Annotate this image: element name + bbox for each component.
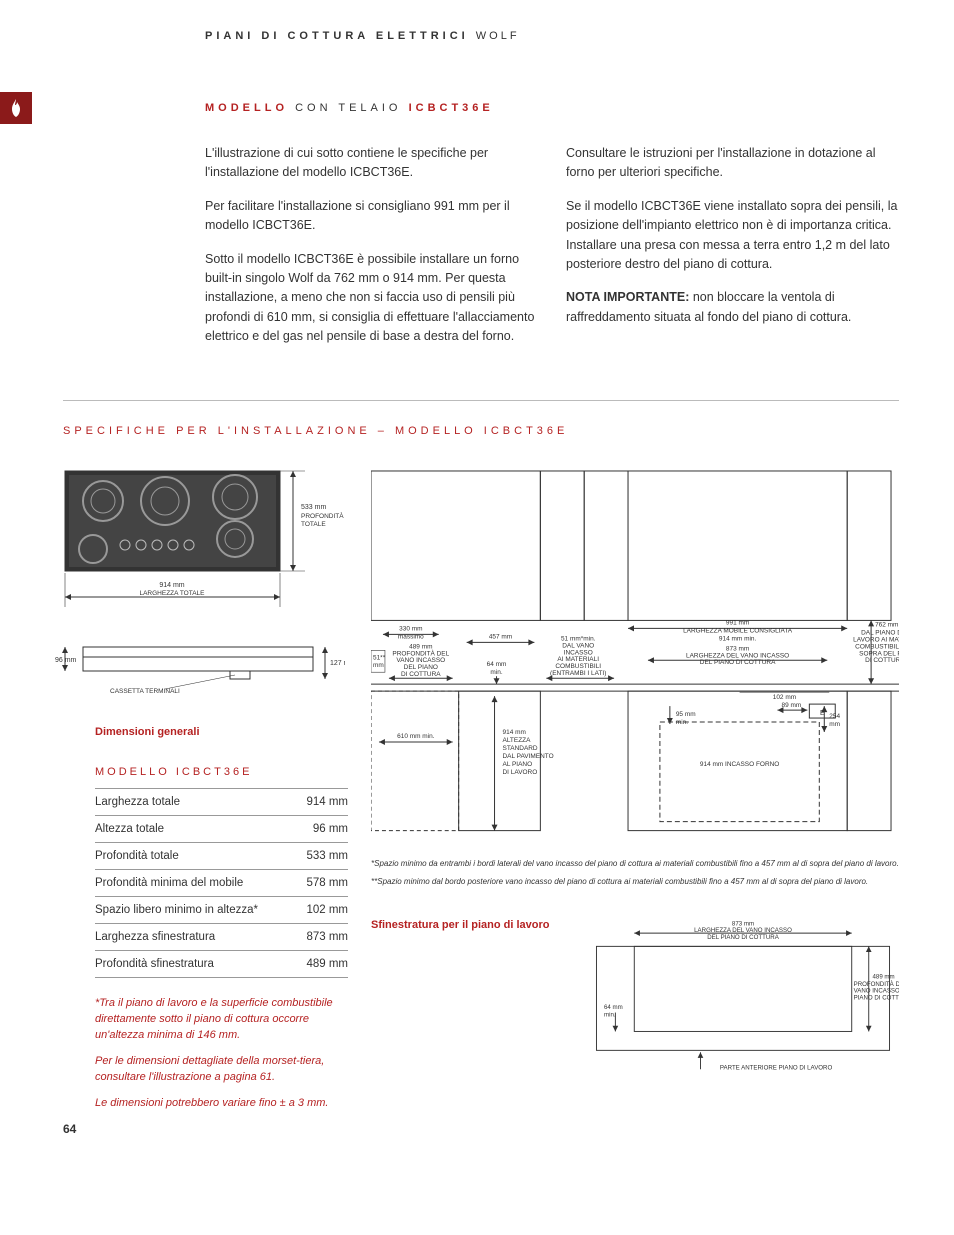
svg-text:762 mm: 762 mm bbox=[875, 622, 898, 629]
svg-text:LARGHEZZA MOBILE CONSIGLIATA: LARGHEZZA MOBILE CONSIGLIATA bbox=[683, 628, 793, 635]
svg-text:873 mm: 873 mm bbox=[726, 646, 749, 653]
table-row: Profondità sfinestratura489 mm bbox=[95, 951, 348, 978]
svg-text:991 mm: 991 mm bbox=[726, 620, 749, 627]
svg-text:PARTE ANTERIORE PIANO DI LAVOR: PARTE ANTERIORE PIANO DI LAVORO bbox=[720, 1064, 833, 1071]
subhead-red2: ICBCT36E bbox=[409, 102, 494, 114]
svg-text:64 mm: 64 mm bbox=[487, 662, 507, 669]
dimensions-table: Larghezza totale914 mm Altezza totale96 … bbox=[95, 788, 348, 978]
svg-text:SOPRA DEL PIANO: SOPRA DEL PIANO bbox=[859, 651, 899, 658]
svg-text:51**: 51** bbox=[373, 655, 386, 662]
table-row: Spazio libero minimo in altezza*102 mm bbox=[95, 897, 348, 924]
svg-text:ALTEZZA: ALTEZZA bbox=[503, 737, 532, 744]
svg-text:AL PIANO: AL PIANO bbox=[503, 761, 533, 768]
diagram-footnote-1: *Spazio minimo da entrambi i bordi later… bbox=[371, 859, 899, 869]
svg-text:mm: mm bbox=[829, 721, 840, 728]
table-row: Larghezza sfinestratura873 mm bbox=[95, 924, 348, 951]
svg-text:95 mm: 95 mm bbox=[676, 711, 696, 718]
intro-right-column: Consultare le istruzioni per l'installaz… bbox=[566, 144, 899, 360]
svg-text:610 mm min.: 610 mm min. bbox=[397, 733, 435, 740]
footnotes: *Tra il piano di lavoro e la superficie … bbox=[95, 996, 345, 1112]
svg-text:51 mm*min.: 51 mm*min. bbox=[561, 636, 596, 643]
intro-p6: NOTA IMPORTANTE: non bloccare la ventola… bbox=[566, 288, 899, 327]
cooktop-dimension-diagram: 533 mm PROFONDITÀ TOTALE 914 mm LARGHEZZ… bbox=[55, 467, 345, 707]
svg-text:STANDARD: STANDARD bbox=[503, 745, 538, 752]
footnote-3: Le dimensioni potrebbero variare fino ± … bbox=[95, 1096, 345, 1112]
svg-text:102 mm: 102 mm bbox=[773, 694, 796, 701]
svg-text:VANO INCASSO: VANO INCASSO bbox=[396, 658, 445, 665]
svg-text:457 mm: 457 mm bbox=[489, 634, 512, 641]
svg-text:min.: min. bbox=[490, 670, 502, 677]
svg-text:533 mm: 533 mm bbox=[301, 504, 326, 511]
svg-text:INCASSO: INCASSO bbox=[564, 650, 593, 657]
table-row: Profondità minima del mobile578 mm bbox=[95, 870, 348, 897]
install-title: SPECIFICHE PER L'INSTALLAZIONE – MODELLO… bbox=[63, 425, 899, 437]
svg-text:COMBUSTIBILI: COMBUSTIBILI bbox=[555, 664, 601, 671]
svg-text:914 mm: 914 mm bbox=[503, 729, 526, 736]
svg-text:AI MATERIALI: AI MATERIALI bbox=[557, 657, 599, 664]
model-subhead: MODELLO CON TELAIO ICBCT36E bbox=[205, 102, 899, 114]
svg-text:DAL VANO: DAL VANO bbox=[562, 643, 594, 650]
intro-p2: Per facilitare l'installazione si consig… bbox=[205, 197, 538, 236]
svg-text:89 mm: 89 mm bbox=[782, 702, 802, 709]
separator bbox=[63, 400, 899, 401]
svg-text:914 mm INCASSO FORNO: 914 mm INCASSO FORNO bbox=[700, 761, 779, 768]
header-light: WOLF bbox=[476, 30, 520, 42]
svg-text:LAVORO AI MATERIALI: LAVORO AI MATERIALI bbox=[853, 637, 899, 644]
svg-text:DEL PIANO DI COTTURA: DEL PIANO DI COTTURA bbox=[707, 934, 779, 941]
table-row: Larghezza totale914 mm bbox=[95, 789, 348, 816]
diagram-footnote-2: **Spazio minimo dal bordo posteriore van… bbox=[371, 877, 899, 887]
subhead-thin: CON TELAIO bbox=[295, 102, 401, 114]
page-number: 64 bbox=[63, 1122, 345, 1136]
svg-text:(ENTRAMBI I LATI): (ENTRAMBI I LATI) bbox=[550, 671, 606, 678]
intro-p3: Sotto il modello ICBCT36E è possibile in… bbox=[205, 250, 538, 347]
footnote-1: *Tra il piano di lavoro e la superficie … bbox=[95, 996, 345, 1044]
svg-text:489 mm: 489 mm bbox=[409, 644, 432, 651]
svg-text:96 mm: 96 mm bbox=[55, 657, 77, 664]
intro-p1: L'illustrazione di cui sotto contiene le… bbox=[205, 144, 538, 183]
table-row: Profondità totale533 mm bbox=[95, 843, 348, 870]
intro-p4: Consultare le istruzioni per l'installaz… bbox=[566, 144, 899, 183]
svg-text:DI LAVORO: DI LAVORO bbox=[503, 769, 538, 776]
svg-text:min.: min. bbox=[604, 1011, 616, 1018]
svg-text:914 mm min.: 914 mm min. bbox=[719, 636, 757, 643]
intro-left-column: L'illustrazione di cui sotto contiene le… bbox=[205, 144, 538, 360]
footnote-2: Per le dimensioni dettagliate della mors… bbox=[95, 1054, 345, 1086]
general-dims-caption: Dimensioni generali bbox=[95, 726, 345, 738]
svg-text:DAL PIANO DI: DAL PIANO DI bbox=[861, 630, 899, 637]
table-row: Altezza totale96 mm bbox=[95, 816, 348, 843]
svg-text:massimo: massimo bbox=[398, 634, 424, 641]
svg-text:PROFONDITÀ: PROFONDITÀ bbox=[301, 511, 344, 520]
nota-bold: NOTA IMPORTANTE: bbox=[566, 290, 689, 304]
svg-text:914 mm: 914 mm bbox=[159, 582, 184, 589]
svg-text:mm: mm bbox=[373, 663, 384, 670]
svg-text:DI COTTURA: DI COTTURA bbox=[865, 658, 899, 665]
svg-text:DI COTTURA: DI COTTURA bbox=[401, 672, 441, 679]
svg-text:LARGHEZZA TOTALE: LARGHEZZA TOTALE bbox=[139, 590, 205, 597]
cutout-diagram: 873 mm LARGHEZZA DEL VANO INCASSO DEL PI… bbox=[587, 918, 899, 1088]
svg-text:LARGHEZZA DEL VANO INCASSO: LARGHEZZA DEL VANO INCASSO bbox=[686, 653, 789, 660]
header-bold: PIANI DI COTTURA ELETTRICI bbox=[205, 30, 469, 42]
svg-text:DEL PIANO DI COTTURA: DEL PIANO DI COTTURA bbox=[700, 660, 776, 667]
page-header: PIANI DI COTTURA ELETTRICI WOLF bbox=[205, 30, 899, 42]
svg-text:127 mm: 127 mm bbox=[330, 660, 345, 667]
svg-text:DAL PAVIMENTO: DAL PAVIMENTO bbox=[503, 753, 554, 760]
svg-text:PROFONDITÀ DEL: PROFONDITÀ DEL bbox=[392, 649, 449, 658]
svg-text:min.: min. bbox=[676, 719, 688, 726]
svg-text:CASSETTA TERMINALI: CASSETTA TERMINALI bbox=[110, 688, 180, 695]
svg-text:64 mm: 64 mm bbox=[604, 1003, 623, 1010]
svg-text:TOTALE: TOTALE bbox=[301, 521, 326, 528]
svg-text:489 mm: 489 mm bbox=[873, 973, 895, 980]
intro-p5: Se il modello ICBCT36E viene installato … bbox=[566, 197, 899, 275]
svg-text:DEL PIANO: DEL PIANO bbox=[404, 665, 438, 672]
svg-text:COMBUSTIBILI AL DI: COMBUSTIBILI AL DI bbox=[855, 644, 899, 651]
svg-text:PIANO DI COTTURA: PIANO DI COTTURA bbox=[854, 994, 899, 1001]
subhead-red1: MODELLO bbox=[205, 102, 288, 114]
svg-text:254: 254 bbox=[829, 713, 840, 720]
table-title: MODELLO ICBCT36E bbox=[95, 766, 345, 778]
installation-diagram: E 991 mm LARGHEZZA MOBILE CONSIGLIATA 91… bbox=[371, 467, 899, 846]
cutout-caption: Sfinestratura per il piano di lavoro bbox=[371, 918, 561, 933]
svg-text:330 mm: 330 mm bbox=[399, 626, 422, 633]
